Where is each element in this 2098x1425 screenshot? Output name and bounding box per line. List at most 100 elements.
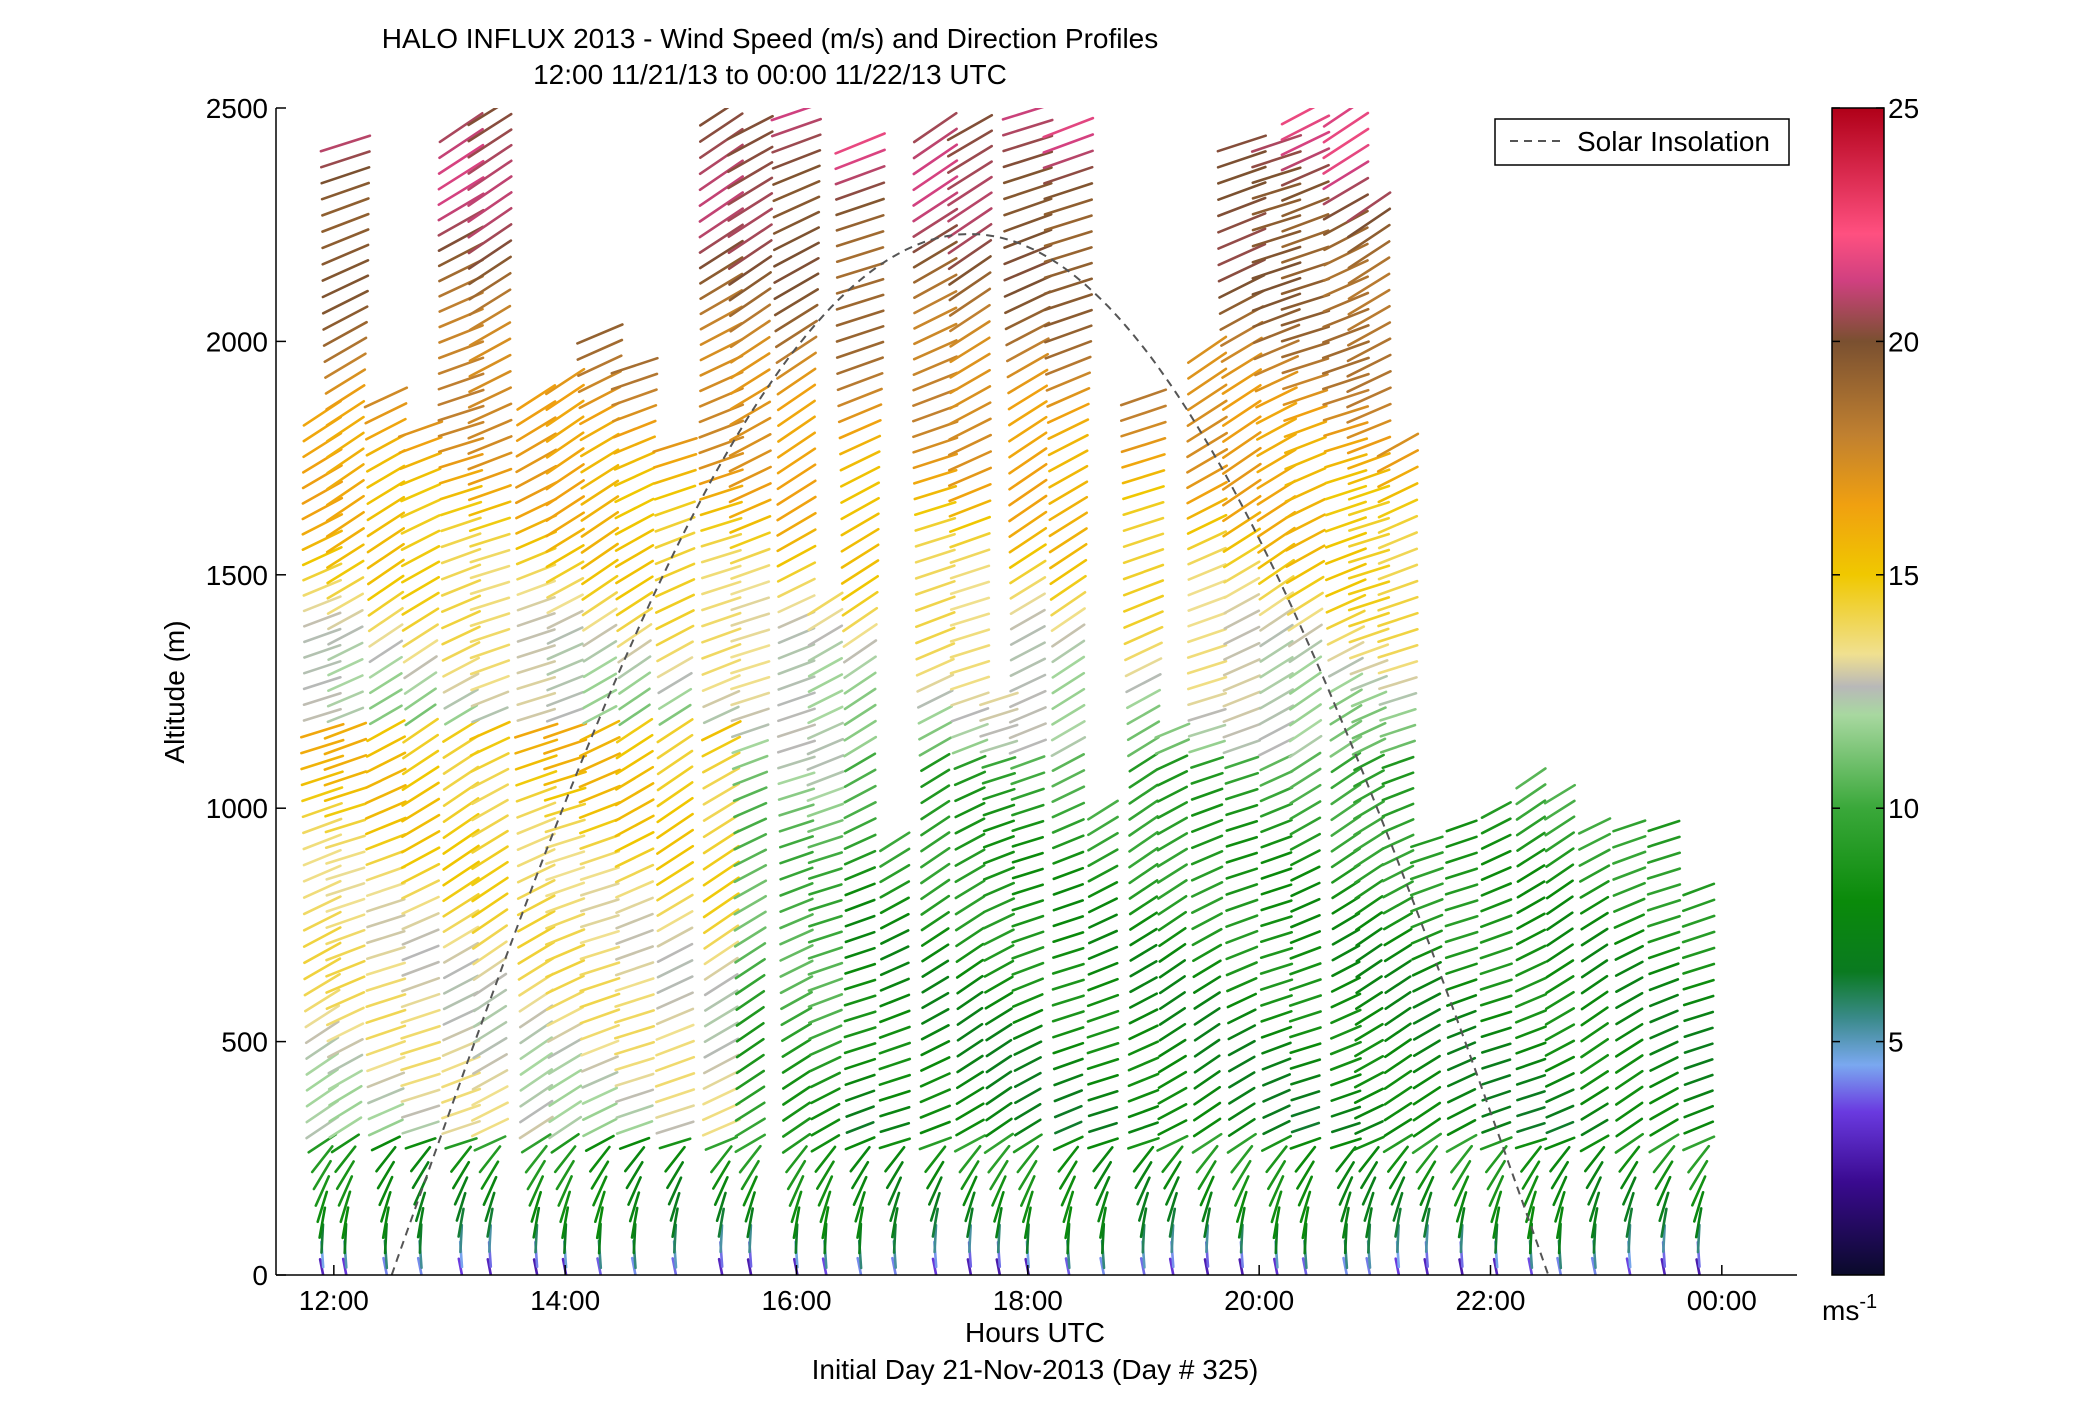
wind-barb [1289, 783, 1322, 805]
wind-barb [442, 672, 480, 694]
wind-barb [1228, 1055, 1256, 1073]
wind-barb [1627, 1223, 1632, 1254]
wind-barb [516, 909, 556, 933]
wind-barb [701, 580, 742, 596]
wind-barb [711, 1160, 731, 1190]
wind-barb [949, 564, 991, 580]
wind-barb [324, 834, 366, 850]
wind-barb [1289, 767, 1322, 789]
wind-barb [982, 850, 1015, 865]
wind-barb [1008, 722, 1047, 740]
wind-barb [1238, 1258, 1245, 1275]
wind-barb [746, 1207, 755, 1239]
wind-barb [1580, 1102, 1609, 1121]
wind-barb [1412, 1117, 1441, 1138]
wind-barb [630, 1256, 637, 1275]
wind-barb [920, 894, 951, 916]
wind-barb [1322, 108, 1354, 128]
wind-barb [327, 641, 364, 662]
wind-barb [1052, 850, 1085, 865]
wind-barb [948, 515, 992, 534]
wind-barb [366, 913, 406, 929]
wind-barb [1156, 863, 1188, 884]
wind-barb [835, 214, 885, 232]
wind-barb [912, 191, 959, 223]
wind-barb [1353, 863, 1385, 885]
wind-barb [1355, 911, 1383, 932]
wind-barb [1222, 399, 1262, 427]
wind-barb [1480, 882, 1512, 897]
wind-barb [733, 863, 768, 884]
wind-barb [1043, 308, 1093, 328]
wind-barb [366, 1071, 406, 1089]
wind-barb [1457, 1207, 1466, 1239]
wind-barb [1258, 591, 1295, 617]
wind-barb [843, 849, 877, 866]
wind-barb [515, 448, 558, 474]
wind-barb [325, 494, 365, 523]
wind-barb [324, 352, 367, 379]
wind-barb [807, 946, 844, 960]
wind-barb [835, 340, 885, 359]
wind-barb [582, 607, 618, 632]
wind-barb [442, 941, 480, 964]
wind-barb [879, 977, 910, 992]
wind-barb [455, 1191, 467, 1222]
wind-barb [776, 511, 817, 537]
wind-barb [772, 180, 821, 203]
wind-barb [1615, 976, 1644, 994]
wind-barb [1087, 864, 1119, 883]
wind-barb [880, 929, 910, 945]
wind-barb [1156, 801, 1188, 820]
wind-barb [337, 1175, 354, 1207]
wind-barb [469, 532, 511, 548]
wind-barb [614, 782, 655, 807]
wind-barb [1328, 656, 1364, 678]
wind-barb [955, 958, 985, 979]
wind-barb [302, 691, 342, 707]
wind-barb [1544, 1055, 1575, 1073]
wind-barb [878, 1025, 911, 1039]
wind-barb [441, 609, 482, 630]
wind-barb [806, 802, 845, 818]
wind-barb [1216, 134, 1267, 153]
wind-barb [1355, 991, 1383, 1011]
wind-barb [368, 639, 404, 664]
wind-barb [613, 1025, 656, 1040]
wind-barb [776, 351, 817, 380]
wind-barb [1288, 703, 1322, 727]
wind-barb [437, 225, 485, 252]
wind-barb [1280, 309, 1331, 327]
wind-barb [1158, 1022, 1187, 1042]
wind-barb [1193, 1101, 1222, 1122]
wind-barb [516, 801, 557, 819]
wind-barb [1223, 641, 1261, 661]
wind-barb [840, 559, 880, 585]
wind-barb [302, 895, 342, 916]
wind-barb [326, 559, 365, 585]
wind-barb [1326, 609, 1366, 630]
wind-barb [1445, 962, 1478, 976]
wind-barb [325, 1006, 365, 1027]
wind-barb [808, 898, 843, 912]
wind-barb [469, 612, 511, 628]
wind-barb [1492, 1206, 1501, 1239]
wind-barb [1324, 453, 1368, 469]
wind-barb [1048, 527, 1088, 554]
wind-barb [1280, 147, 1331, 172]
wind-barb [1331, 912, 1361, 931]
wind-barb [717, 1257, 724, 1275]
wind-barb [544, 802, 587, 818]
wind-barb [884, 1146, 906, 1173]
wind-barb [614, 528, 655, 552]
wind-barb [1193, 975, 1222, 994]
wind-barb [545, 850, 586, 866]
wind-barb [1350, 674, 1388, 692]
wind-barb [404, 703, 437, 727]
wind-barb [1695, 1258, 1701, 1275]
wind-barb [1129, 943, 1158, 962]
wind-barb [966, 1207, 974, 1238]
wind-barb [1383, 1085, 1413, 1106]
wind-barb [1141, 1223, 1146, 1254]
